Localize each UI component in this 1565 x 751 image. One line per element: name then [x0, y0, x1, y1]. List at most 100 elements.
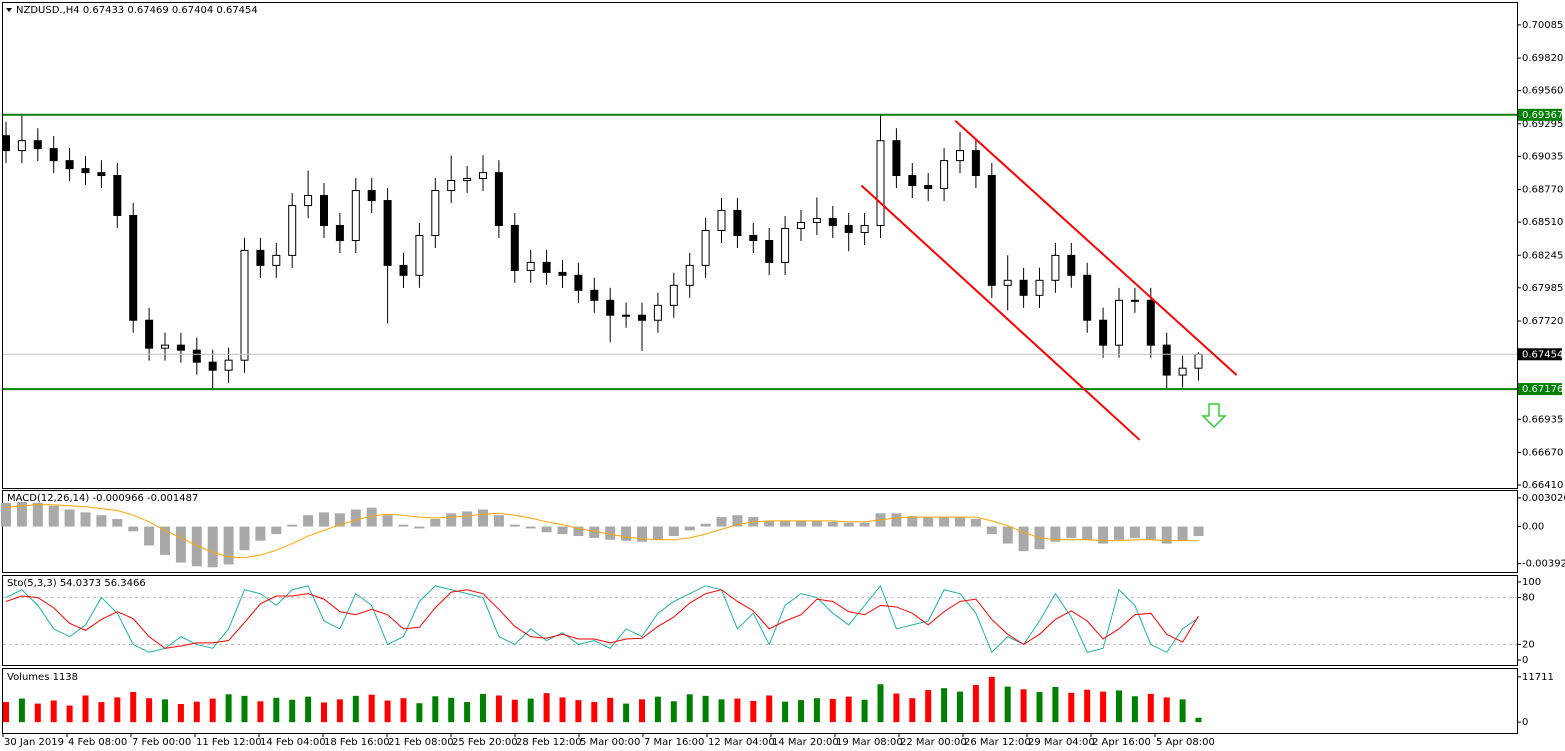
macd-bar: [191, 526, 202, 567]
price-level-box: [1518, 383, 1562, 396]
candle-body: [892, 140, 901, 177]
y-tick-label: 0.66410: [1522, 480, 1563, 491]
macd-bar: [334, 513, 345, 527]
candle-body: [335, 224, 344, 241]
volume-bar: [98, 702, 105, 723]
volume-bar: [209, 698, 216, 723]
volume-bar: [654, 696, 661, 723]
candle-body: [113, 175, 122, 216]
macd-bar: [668, 526, 679, 537]
panel-title: MACD(12,26,14) -0.000966 -0.001487: [7, 493, 198, 504]
macd-bar: [207, 526, 218, 568]
candle-body: [463, 178, 472, 182]
x-tick-label: 11 Feb 12:00: [196, 737, 262, 748]
x-tick-label: 5 Mar 00:00: [580, 737, 640, 748]
stochastic-signal-line: [5, 589, 1199, 649]
y-tick-label: 0.66670: [1522, 447, 1563, 458]
x-tick-label: 18 Feb 16:00: [324, 737, 390, 748]
macd-bar: [605, 526, 616, 540]
candle-body: [192, 349, 201, 363]
candle-body: [749, 234, 758, 241]
y-tick-label: 0: [1522, 655, 1528, 666]
volume-bar: [3, 702, 9, 723]
volume-bar: [368, 694, 375, 723]
candle-body: [224, 359, 233, 371]
x-tick-label: 19 Mar 08:00: [836, 737, 903, 748]
volume-bar: [925, 690, 932, 723]
candle-body: [176, 344, 185, 351]
price-level-box: [1518, 108, 1562, 121]
candle-body: [208, 361, 217, 371]
volume-bar: [1020, 689, 1027, 723]
candle-body: [1083, 274, 1092, 321]
volume-bar: [225, 694, 232, 723]
y-tick-label: 0.67985: [1522, 283, 1563, 294]
volume-bar: [1084, 689, 1091, 723]
volume-bar: [352, 695, 359, 723]
x-tick-label: 25 Feb 20:00: [452, 737, 518, 748]
candle-body: [494, 172, 503, 226]
volume-bar: [829, 698, 836, 723]
candle-body: [510, 224, 519, 271]
candle-body: [574, 274, 583, 291]
candle-body: [256, 249, 265, 266]
y-tick-label: 0.69295: [1522, 119, 1563, 130]
macd-bar: [319, 512, 329, 527]
volume-bar: [543, 693, 550, 723]
candle-body: [129, 214, 138, 321]
macd-bar: [1129, 526, 1140, 538]
macd-bar: [700, 523, 711, 527]
volume-bar: [416, 703, 423, 723]
trend-line: [860, 184, 1141, 441]
candle-body: [304, 195, 313, 207]
candle-body: [1162, 344, 1171, 376]
macd-bar: [1161, 526, 1172, 544]
macd-bar: [64, 509, 75, 527]
volume-bar: [464, 702, 471, 723]
macd-bar: [1177, 526, 1188, 541]
macd-bar: [239, 526, 250, 551]
x-tick-label: 21 Feb 08:00: [388, 737, 454, 748]
volume-bar: [607, 697, 614, 723]
candle-body: [145, 319, 154, 349]
trend-line: [954, 119, 1238, 376]
candle-body: [685, 264, 694, 286]
volume-bar: [1131, 696, 1138, 723]
macd-bar: [509, 524, 520, 527]
candle-body: [320, 195, 328, 226]
candle-body: [431, 190, 440, 236]
panel-title: Volumes 1138: [7, 672, 78, 683]
macd-bar: [939, 517, 950, 527]
candle-body: [590, 289, 599, 301]
candle-body: [526, 261, 535, 271]
macd-bar: [1082, 526, 1093, 540]
volume-bar: [82, 695, 89, 723]
volume-bar: [575, 700, 582, 723]
candle-body: [971, 150, 980, 177]
macd-bar: [1193, 526, 1204, 537]
volume-bar: [273, 697, 280, 723]
candle-body: [479, 172, 487, 180]
macd-bar: [811, 520, 822, 527]
volume-bar: [1068, 692, 1075, 723]
candle-body: [1099, 319, 1108, 346]
y-tick-label: 0.69820: [1522, 53, 1563, 64]
candle-body: [49, 148, 58, 162]
macd-signal-line: [5, 504, 1199, 559]
volume-bar: [559, 697, 566, 723]
volume-bar: [66, 705, 73, 723]
volume-bar: [336, 699, 343, 723]
y-tick-label: 0.68510: [1522, 217, 1563, 228]
macd-bar: [350, 509, 361, 527]
volume-bar: [257, 701, 264, 723]
y-tick-label: 0.69035: [1522, 151, 1563, 162]
volume-bar: [893, 693, 900, 723]
volume-bar: [511, 699, 518, 723]
macd-bar: [366, 507, 377, 527]
y-tick-label: 80: [1522, 593, 1535, 604]
price-level-label: 0.67176: [1522, 384, 1563, 395]
x-tick-label: 5 Apr 08:00: [1156, 737, 1215, 748]
macd-bar: [1114, 526, 1124, 540]
candle-body: [240, 249, 249, 361]
